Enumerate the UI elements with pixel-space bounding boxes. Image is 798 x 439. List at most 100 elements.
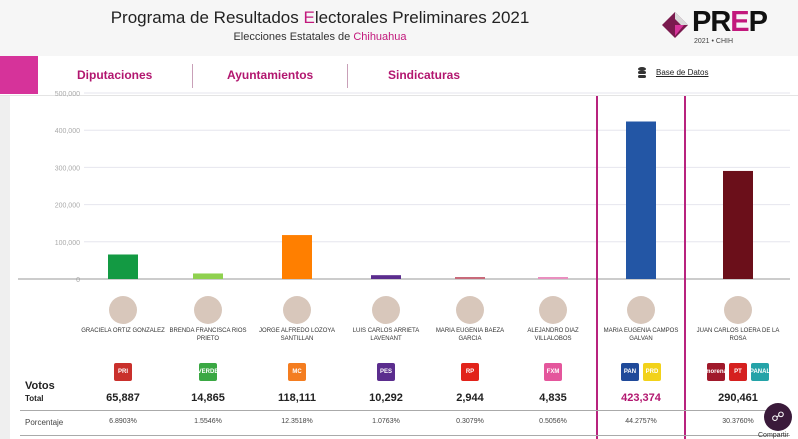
votes-bar-chart: 0 100,000 200,000 300,000 400,000 500,000 [18,91,790,284]
candidate-photo [372,296,400,324]
party-logo-icon: PRI [114,363,132,381]
candidate-name: Juan Carlos Loera de la Rosa [696,328,780,342]
vote-total: 65,887 [106,392,140,404]
party-logo-icon: FXM [544,363,562,381]
y-tick-label: 200,000 [55,203,80,210]
page-title: Programa de Resultados Electorales Preli… [0,8,640,28]
title-text-end: lectorales Preliminares 2021 [314,8,530,27]
candidate-name: Luis Carlos Arrieta Lavenant [352,328,420,342]
divider [192,64,193,88]
candidate-name: Brenda Francisca Rios Prieto [169,328,247,342]
candidate-name: Jorge Alfredo Lozoya Santillan [259,328,335,342]
vote-percentage: 12.3518% [281,418,313,425]
nav-bar: Diputaciones Ayuntamientos Sindicaturas … [0,56,798,96]
candidate-photo [724,296,752,324]
tab-diputaciones[interactable]: Diputaciones [77,68,153,82]
vote-percentage: 44.2757% [625,418,657,425]
candidate-card: Maria Eugenia Campos Galvan PAN PRD [596,296,686,383]
vote-percentage: 30.3760% [722,418,754,425]
candidate-name: Graciela Ortiz Gonzalez [81,328,165,334]
vote-total: 10,292 [369,392,403,404]
title-e: E [303,8,315,27]
tab-sindicaturas[interactable]: Sindicaturas [388,68,461,82]
candidate-photo [539,296,567,324]
prep-logo[interactable]: PREP 2021 • CHIH [658,6,778,48]
party-logo-icon: VERDE [198,363,218,381]
candidate-photo [627,296,655,324]
candidate-card: Brenda Francisca Rios Prieto VERDE [163,296,253,383]
logo-wordmark: PREP [692,6,768,38]
party-logos: PRI [78,363,168,383]
left-gutter [0,96,10,439]
bar[interactable] [723,170,753,279]
candidate-card: Luis Carlos Arrieta Lavenant PES [341,296,431,383]
party-logos: PAN PRD [596,363,686,383]
candidate-photo [109,296,137,324]
candidate-photo [194,296,222,324]
candidate-card: Jorge Alfredo Lozoya Santillan MC [252,296,342,383]
tab-ayuntamientos[interactable]: Ayuntamientos [227,68,314,82]
bar[interactable] [626,121,656,279]
vote-percentage: 1.5546% [194,418,222,425]
bar[interactable] [455,277,485,279]
share-label: Compartir [758,432,789,439]
candidate-photo [283,296,311,324]
party-logo-icon: PT [729,363,747,381]
party-logos: VERDE [163,363,253,383]
candidate-photo [456,296,484,324]
bar[interactable] [193,273,223,279]
bar[interactable] [282,235,312,279]
total-label: Total [25,394,44,403]
share-button[interactable]: ☍ [764,403,792,431]
nav-accent [0,56,38,94]
party-logos: morena PT PANAL [693,363,783,383]
party-logos: MC [252,363,342,383]
subtitle-state: Chihuahua [353,31,407,43]
vote-total: 423,374 [621,392,661,404]
title-text: Programa de Resultados [110,8,304,27]
subtitle-text: Elecciones Estatales de [233,31,354,43]
vote-total: 290,461 [718,392,758,404]
party-logo-icon: PAN [621,363,639,381]
party-logo-icon: PANAL [750,363,770,381]
divider [347,64,348,88]
vote-total: 14,865 [191,392,225,404]
database-link[interactable]: Base de Datos [656,68,709,77]
vote-total: 2,944 [456,392,484,404]
candidate-name: Alejandro Diaz Villalobos [527,328,579,342]
bar[interactable] [538,277,568,279]
winner-highlight-right [684,96,686,439]
candidate-name: Maria Eugenia Campos Galvan [603,328,679,342]
y-tick-label: 300,000 [55,165,80,172]
vote-total: 118,111 [278,392,316,404]
header: Programa de Resultados Electorales Preli… [0,0,798,56]
percentage-label: Porcentaje [25,418,64,427]
bar[interactable] [371,275,401,279]
vote-percentage: 1.0763% [372,418,400,425]
bar[interactable] [108,254,138,279]
party-logo-icon: PES [377,363,395,381]
candidate-card: Alejandro Diaz Villalobos FXM [508,296,598,383]
vote-percentage: 6.8903% [109,418,137,425]
divider [20,410,790,411]
logo-year: 2021 • CHIH [694,38,734,45]
y-tick-label: 100,000 [55,240,80,247]
y-tick-label: 400,000 [55,128,80,135]
party-logos: FXM [508,363,598,383]
winner-highlight-left [596,96,598,439]
party-logo-icon: PRD [643,363,661,381]
share-icon: ☍ [771,409,785,424]
candidate-card: Juan Carlos Loera de la Rosa morena PT PANA… [693,296,783,383]
party-logo-icon: RP [461,363,479,381]
prep-diamond-icon [662,12,688,38]
candidate-card: Maria Eugenia Baeza Garcia RP [425,296,515,383]
database-icon [638,67,646,78]
y-tick-label: 0 [76,277,80,284]
party-logo-icon: morena [705,363,727,381]
y-tick-label: 500,000 [55,91,80,98]
divider [20,435,790,436]
party-logos: PES [341,363,431,383]
votes-label: Votos [25,380,55,392]
candidate-name: Maria Eugenia Baeza Garcia [435,328,505,342]
party-logos: RP [425,363,515,383]
